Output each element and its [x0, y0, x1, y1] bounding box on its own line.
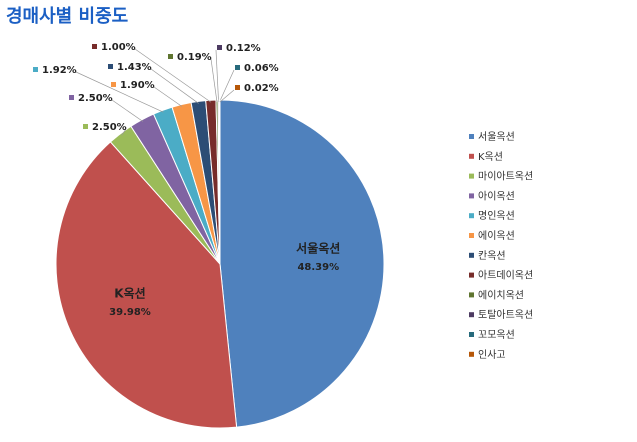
label-key	[217, 45, 222, 50]
label-key	[168, 54, 173, 59]
data-label: 39.98%	[109, 307, 151, 318]
legend-label: 칸옥션	[478, 250, 506, 262]
legend-label: 인사고	[478, 349, 506, 361]
leader-line	[134, 48, 212, 103]
legend-key	[469, 213, 474, 219]
label-key	[83, 124, 88, 129]
data-label: 1.92%	[42, 65, 77, 76]
legend-key	[469, 173, 474, 179]
data-label: 1.90%	[120, 80, 155, 91]
leader-line	[219, 89, 235, 103]
legend-key	[469, 312, 474, 318]
leader-line	[75, 71, 164, 113]
data-label: 0.06%	[244, 63, 279, 74]
legend-label: 마이아트옥션	[478, 171, 533, 183]
chart-title: 경매사별 비중도	[6, 6, 128, 27]
label-key	[69, 95, 74, 100]
legend-key	[469, 332, 474, 337]
leader-line	[210, 58, 218, 103]
leader-line	[153, 86, 183, 107]
leader-line	[111, 99, 144, 122]
pie-slice	[55, 141, 238, 429]
legend-key	[469, 292, 474, 298]
legend-label: 에이치옥션	[478, 289, 524, 301]
pie-slice	[219, 99, 385, 428]
label-key	[108, 64, 113, 69]
label-key	[111, 82, 116, 87]
slice-name: 서울옥션	[296, 241, 340, 256]
leader-line	[215, 49, 219, 103]
slice-name: K옥션	[114, 285, 145, 300]
legend-key	[469, 272, 474, 278]
legend-key	[469, 153, 474, 159]
data-label: 0.12%	[226, 43, 261, 54]
label-key	[92, 44, 97, 49]
data-label: 48.39%	[297, 262, 339, 273]
legend-label: 아트데이옥션	[478, 270, 533, 282]
legend-label: 에이옥션	[478, 230, 515, 242]
data-label: 1.43%	[117, 62, 152, 73]
label-key	[235, 85, 240, 90]
legend-key	[469, 193, 474, 199]
legend-key	[469, 233, 474, 238]
legend-label: 서울옥션	[478, 131, 515, 143]
legend-label: 토탈아트옥션	[478, 308, 533, 321]
data-label: 2.50%	[92, 122, 127, 133]
leader-line	[219, 69, 235, 103]
data-label: 1.00%	[101, 42, 136, 53]
legend-label: 꼬모옥션	[478, 329, 515, 341]
leader-line	[121, 128, 127, 136]
legend-label: 명인옥션	[478, 210, 515, 222]
legend-label: K옥션	[478, 151, 503, 163]
label-key	[235, 65, 240, 70]
label-key	[33, 67, 38, 72]
legend-key	[469, 252, 474, 258]
data-label: 0.02%	[244, 83, 279, 94]
legend-label: 아이옥션	[478, 190, 515, 202]
legend-key	[469, 134, 474, 139]
data-label: 0.19%	[177, 52, 212, 63]
legend-key	[469, 351, 474, 357]
data-label: 2.50%	[78, 93, 113, 104]
leader-line	[150, 68, 199, 104]
